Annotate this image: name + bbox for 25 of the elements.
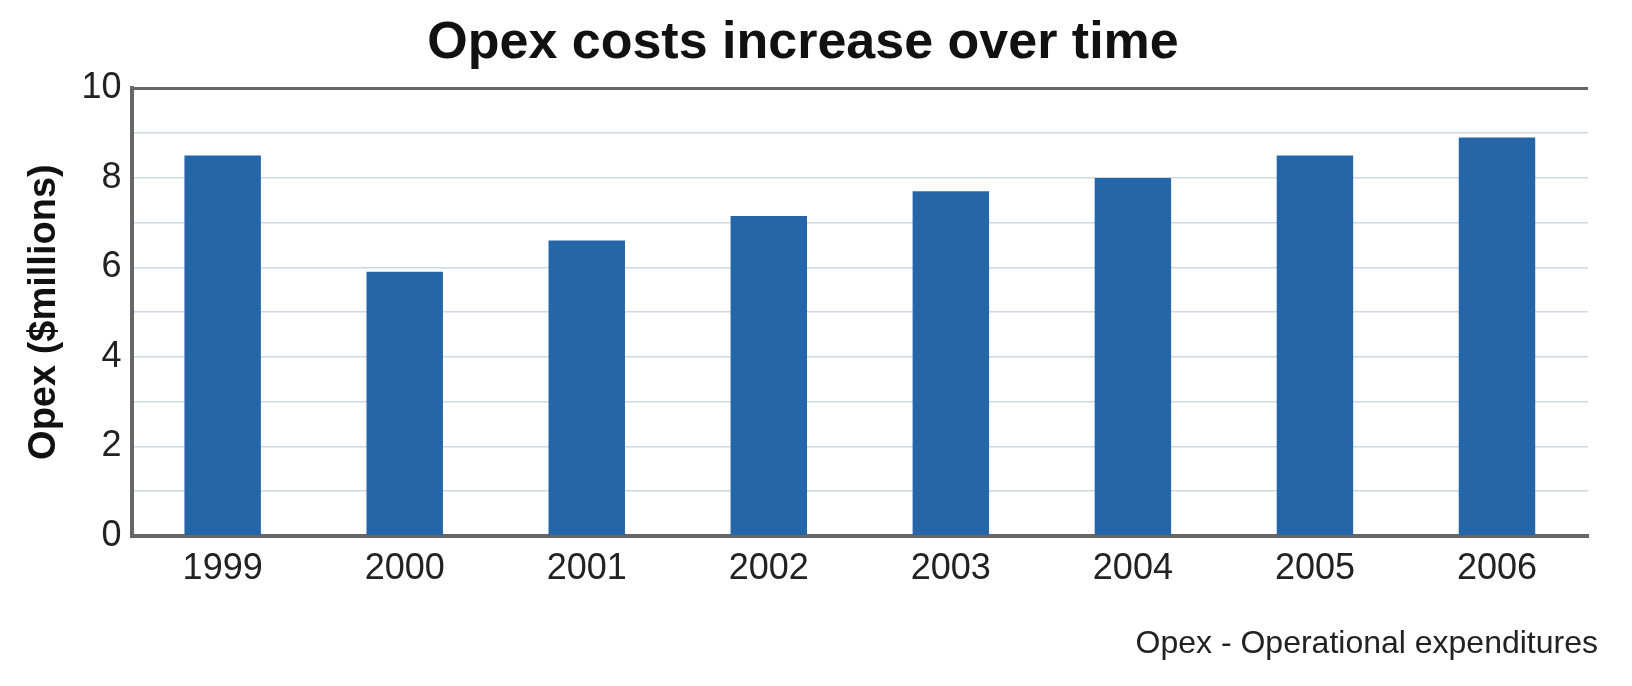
bar	[184, 155, 261, 536]
y-tick-label: 8	[101, 154, 122, 196]
y-tick-label: 0	[101, 512, 122, 554]
bar	[366, 271, 443, 536]
chart-title: Opex costs increase over time	[427, 10, 1179, 69]
y-tick-label: 10	[81, 65, 122, 107]
bar	[1094, 177, 1172, 536]
x-tick-label: 2001	[546, 546, 627, 588]
bar	[1458, 137, 1536, 536]
bar	[912, 191, 990, 536]
bar	[548, 240, 625, 536]
x-tick-label: 2005	[1274, 546, 1355, 588]
bar	[1276, 155, 1354, 536]
y-tick-label: 4	[101, 333, 122, 375]
x-tick-label: 2002	[728, 546, 809, 588]
text: Opex - Operational expenditures	[1135, 624, 1598, 660]
y-tick-label: 6	[101, 244, 122, 286]
x-tick-label: 2000	[364, 546, 445, 588]
x-tick-label: 2004	[1092, 546, 1173, 588]
x-tick-label: 2003	[910, 546, 991, 588]
y-tick-label: 2	[101, 423, 122, 465]
x-tick-label: 1999	[182, 546, 263, 588]
bar	[730, 215, 808, 536]
x-tick-label: 2006	[1456, 546, 1538, 588]
y-axis-title: Opex ($millions)	[21, 164, 64, 460]
